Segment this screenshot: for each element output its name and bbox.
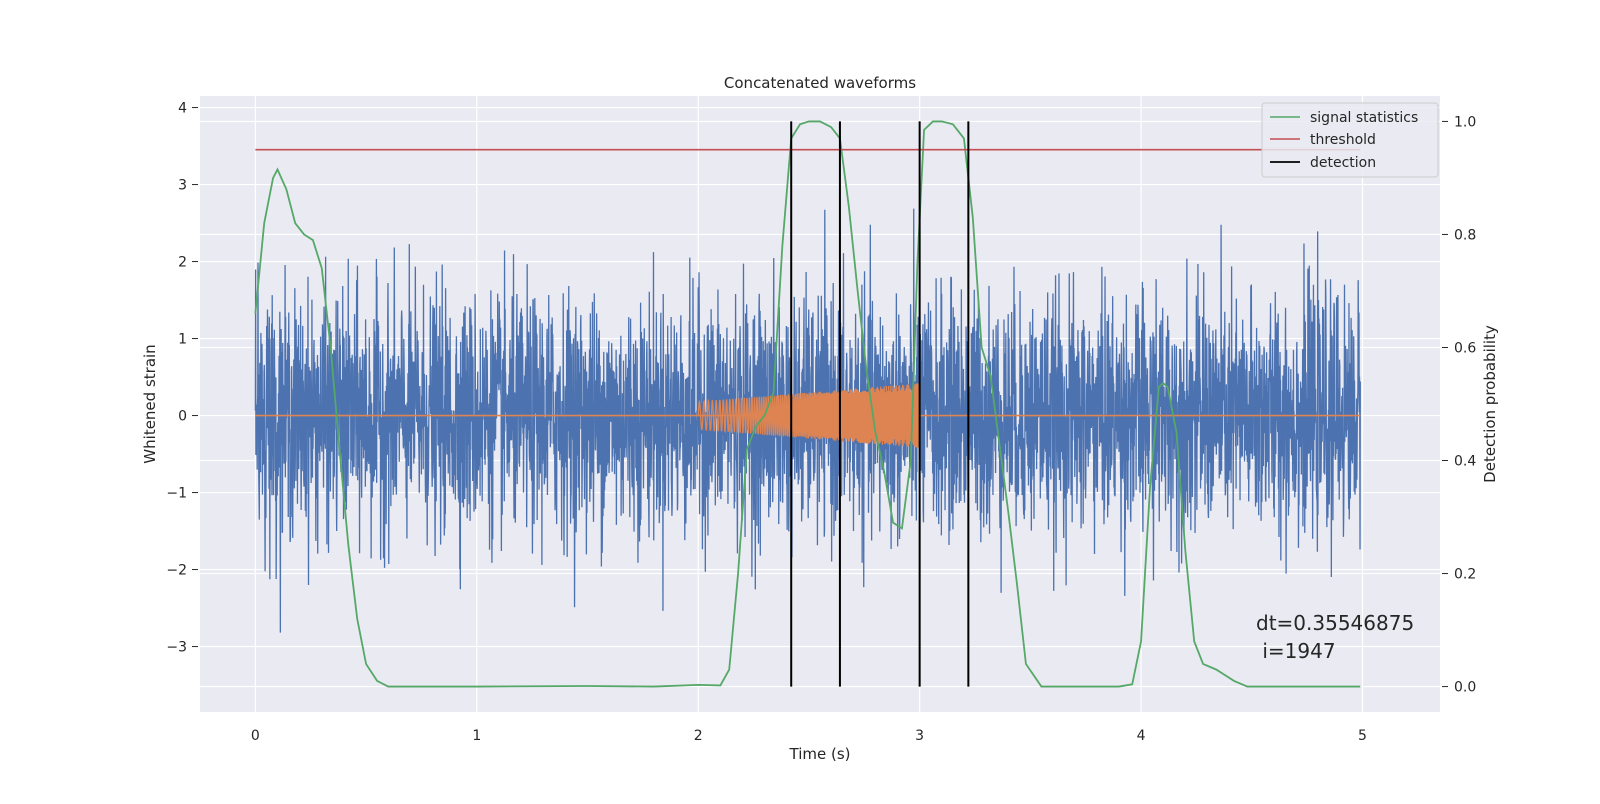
x-tick-label: 2 [694,728,703,744]
y-right-tick-label: 0.6 [1454,340,1476,356]
y-left-tick-label: 1 [178,332,187,348]
x-tick-label: 5 [1358,728,1367,744]
y-right-tick-label: 0.4 [1454,454,1476,470]
y-left-tick-label: 2 [178,255,187,271]
y-left-tick-label: −1 [166,486,187,502]
y-left-tick-label: 4 [178,101,187,117]
noise-series [254,208,1361,633]
chirp-line [697,383,921,448]
y-left-tick-label: −3 [166,640,187,656]
legend-box [1261,102,1439,178]
chirp-series [255,383,1361,448]
legend: signal statistics threshold detection [1261,102,1439,178]
x-tick-label: 3 [915,728,924,744]
y-axis-label-left: Whitened strain [141,344,159,463]
annotation-dt: dt=0.35546875 [1256,611,1414,635]
tick-labels: 0 1 2 3 4 5 −3 −2 −1 0 1 2 3 4 0.0 0.2 0.4 0.6 0.8 1.0 [166,101,1476,744]
y-right-tick-label: 0.2 [1454,567,1476,583]
x-axis-label: Time (s) [789,745,851,763]
signal-statistics-line [254,120,1361,688]
y-right-tick-label: 1.0 [1454,114,1476,130]
y-right-tick-label: 0.0 [1454,680,1476,696]
chart-title: Concatenated waveforms [724,74,916,92]
noise-line [254,208,1361,633]
annotation-i: i=1947 [1256,639,1336,663]
probability-layer [254,120,1361,688]
x-tick-label: 0 [251,728,260,744]
x-tick-label: 1 [472,728,481,744]
y-right-tick-label: 0.8 [1454,227,1476,243]
y-left-tick-label: −2 [166,563,187,579]
y-left-tick-label: 0 [178,409,187,425]
legend-label-detection: detection [1310,155,1376,171]
legend-label-threshold: threshold [1310,132,1376,148]
y-axis-label-right: Detection probability [1481,325,1499,483]
y-left-tick-label: 3 [178,178,187,194]
legend-label-signal-statistics: signal statistics [1310,110,1418,126]
x-tick-label: 4 [1137,728,1146,744]
